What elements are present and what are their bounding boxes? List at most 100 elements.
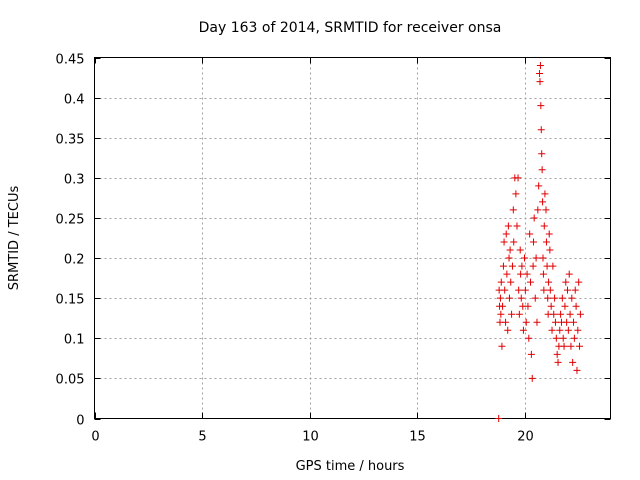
data-point [552, 334, 560, 342]
data-point [502, 318, 510, 326]
data-point [558, 294, 566, 302]
data-point [495, 415, 503, 422]
data-point [574, 326, 582, 334]
data-point [501, 286, 509, 294]
data-point [508, 310, 516, 318]
data-point [539, 270, 547, 278]
data-point [530, 214, 538, 222]
data-point [532, 254, 540, 262]
data-point [565, 270, 573, 278]
data-point [531, 294, 539, 302]
data-point [513, 222, 521, 230]
data-point [559, 334, 567, 342]
data-point [510, 238, 518, 246]
data-point [547, 302, 555, 310]
data-point [576, 342, 584, 350]
data-point [553, 350, 561, 358]
data-point [512, 190, 520, 198]
data-point [536, 78, 544, 86]
data-point [530, 238, 538, 246]
data-point [546, 286, 554, 294]
data-point [560, 342, 568, 350]
x-tick-label: 5 [198, 430, 206, 445]
data-point [564, 286, 571, 294]
x-axis-label: GPS time / hours [296, 459, 405, 474]
data-point [557, 310, 565, 318]
data-point [499, 262, 507, 270]
data-point [504, 222, 512, 230]
x-tick-label: 10 [302, 430, 319, 445]
data-point [497, 310, 505, 318]
data-point [527, 278, 535, 286]
x-tick-label: 15 [409, 430, 426, 445]
y-tick-label: 0.15 [56, 293, 85, 308]
data-point [515, 310, 523, 318]
data-point [525, 334, 533, 342]
data-point [521, 286, 529, 294]
data-point [533, 318, 541, 326]
data-point [505, 254, 513, 262]
y-tick-label: 0.45 [56, 53, 85, 68]
data-point [540, 222, 548, 230]
data-point [571, 286, 579, 294]
data-point [524, 302, 532, 310]
data-point [563, 318, 571, 326]
data-point [566, 310, 574, 318]
data-point [529, 262, 537, 270]
y-tick-label: 0.4 [64, 93, 85, 108]
data-point [542, 206, 550, 214]
data-point [537, 126, 545, 134]
data-point [504, 326, 512, 334]
data-point [576, 310, 584, 318]
plot-frame [94, 57, 611, 419]
data-point [528, 374, 536, 382]
data-point [515, 286, 523, 294]
y-tick-label: 0.05 [56, 373, 85, 388]
data-point [540, 286, 548, 294]
data-point [519, 326, 527, 334]
data-point [508, 262, 516, 270]
data-point [561, 302, 569, 310]
data-point [535, 182, 543, 190]
data-point [548, 326, 556, 334]
data-point [551, 318, 559, 326]
data-point [527, 350, 535, 358]
data-point [549, 262, 557, 270]
y-tick-labels: 0 0.05 0.1 0.15 0.2 0.25 0.3 0.35 0.4 0.45 [56, 53, 85, 429]
data-point [562, 278, 570, 286]
data-point [498, 342, 506, 350]
data-point [517, 270, 525, 278]
data-point [502, 230, 510, 238]
data-point [503, 270, 511, 278]
data-point [509, 206, 517, 214]
data-point [556, 326, 564, 334]
data-point [572, 302, 580, 310]
data-point [575, 278, 583, 286]
y-tick-label: 0 [76, 414, 84, 429]
data-point [567, 342, 575, 350]
data-point [570, 318, 578, 326]
data-point [514, 174, 522, 182]
data-point [539, 198, 547, 206]
y-tick-label: 0.1 [64, 333, 85, 348]
data-point [516, 246, 524, 254]
data-point [538, 150, 546, 158]
data-point [554, 358, 562, 366]
data-point [526, 230, 534, 238]
data-point [534, 206, 542, 214]
x-tick-label: 20 [517, 430, 534, 445]
data-point [573, 366, 581, 374]
data-point [551, 294, 559, 302]
data-point [521, 254, 528, 262]
y-tick-label: 0.2 [64, 253, 85, 268]
data-point [536, 70, 544, 78]
data-point [496, 294, 504, 302]
grid-lines [94, 57, 611, 419]
data-point [522, 318, 530, 326]
x-tick-label: 0 [91, 430, 99, 445]
axis-ticks [94, 57, 611, 420]
data-point [500, 238, 508, 246]
y-tick-label: 0.25 [56, 213, 85, 228]
data-point [546, 246, 554, 254]
data-point [539, 254, 547, 262]
